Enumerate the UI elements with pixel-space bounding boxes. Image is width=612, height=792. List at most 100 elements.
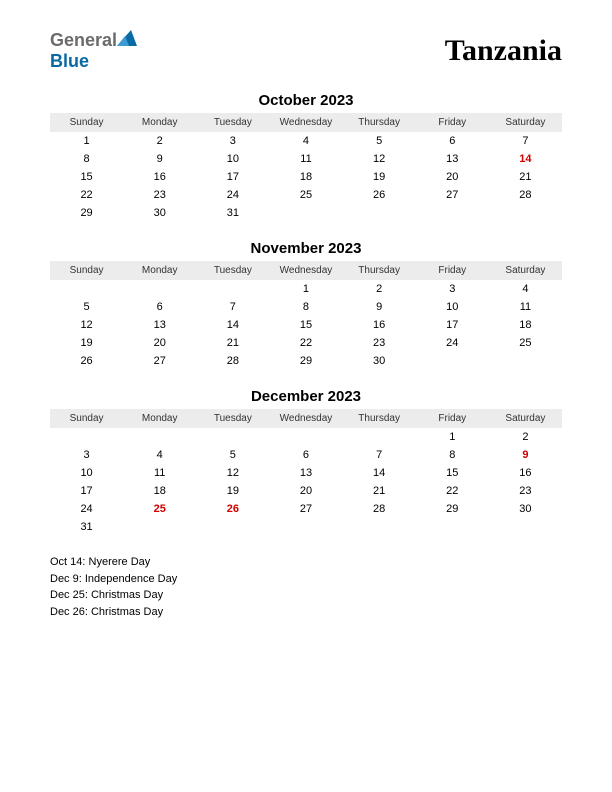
day-cell xyxy=(196,280,269,298)
month-title: October 2023 xyxy=(50,92,562,109)
holidays-list: Oct 14: Nyerere DayDec 9: Independence D… xyxy=(50,554,562,620)
day-cell: 15 xyxy=(50,168,123,186)
day-cell: 3 xyxy=(50,446,123,464)
day-header: Wednesday xyxy=(269,409,342,428)
day-cell xyxy=(416,518,489,536)
day-cell: 15 xyxy=(416,464,489,482)
table-row: 22232425262728 xyxy=(50,186,562,204)
logo: GeneralBlue xyxy=(50,30,137,72)
day-cell: 1 xyxy=(416,428,489,446)
day-cell: 10 xyxy=(196,150,269,168)
day-cell: 24 xyxy=(416,334,489,352)
day-cell xyxy=(196,518,269,536)
day-header: Monday xyxy=(123,409,196,428)
day-cell: 9 xyxy=(123,150,196,168)
logo-text: GeneralBlue xyxy=(50,30,137,72)
day-cell: 17 xyxy=(416,316,489,334)
day-cell: 30 xyxy=(489,500,562,518)
day-cell: 13 xyxy=(269,464,342,482)
day-cell: 11 xyxy=(269,150,342,168)
day-cell xyxy=(343,204,416,222)
table-row: 293031 xyxy=(50,204,562,222)
logo-general: General xyxy=(50,30,117,50)
holiday-entry: Dec 9: Independence Day xyxy=(50,571,562,588)
day-cell: 10 xyxy=(416,298,489,316)
month-title: December 2023 xyxy=(50,388,562,405)
day-cell xyxy=(269,518,342,536)
day-cell: 8 xyxy=(416,446,489,464)
calendar-table: SundayMondayTuesdayWednesdayThursdayFrid… xyxy=(50,409,562,536)
day-cell: 29 xyxy=(269,352,342,370)
day-cell: 27 xyxy=(416,186,489,204)
day-cell: 16 xyxy=(343,316,416,334)
day-cell: 2 xyxy=(343,280,416,298)
day-cell: 20 xyxy=(269,482,342,500)
day-cell: 11 xyxy=(489,298,562,316)
day-cell: 29 xyxy=(416,500,489,518)
page-header: GeneralBlue Tanzania xyxy=(50,30,562,72)
day-cell: 2 xyxy=(489,428,562,446)
day-cell: 29 xyxy=(50,204,123,222)
day-header: Wednesday xyxy=(269,261,342,280)
table-row: 12131415161718 xyxy=(50,316,562,334)
day-cell: 7 xyxy=(343,446,416,464)
day-cell: 24 xyxy=(50,500,123,518)
day-cell: 31 xyxy=(196,204,269,222)
day-cell: 13 xyxy=(123,316,196,334)
day-cell: 26 xyxy=(343,186,416,204)
day-header: Saturday xyxy=(489,261,562,280)
table-row: 19202122232425 xyxy=(50,334,562,352)
day-header: Saturday xyxy=(489,113,562,132)
day-cell: 7 xyxy=(196,298,269,316)
day-header: Thursday xyxy=(343,409,416,428)
day-cell: 4 xyxy=(489,280,562,298)
day-cell: 26 xyxy=(50,352,123,370)
day-cell: 4 xyxy=(123,446,196,464)
country-title: Tanzania xyxy=(445,34,562,68)
day-cell: 19 xyxy=(50,334,123,352)
day-cell: 31 xyxy=(50,518,123,536)
day-cell: 25 xyxy=(269,186,342,204)
day-cell: 12 xyxy=(343,150,416,168)
day-cell: 12 xyxy=(196,464,269,482)
day-cell: 7 xyxy=(489,132,562,150)
day-cell: 12 xyxy=(50,316,123,334)
day-cell xyxy=(489,518,562,536)
day-cell: 21 xyxy=(489,168,562,186)
day-cell xyxy=(196,428,269,446)
day-header: Friday xyxy=(416,113,489,132)
month-title: November 2023 xyxy=(50,240,562,257)
day-cell xyxy=(343,518,416,536)
table-row: 567891011 xyxy=(50,298,562,316)
day-header: Thursday xyxy=(343,113,416,132)
day-cell: 22 xyxy=(416,482,489,500)
holiday-entry: Dec 25: Christmas Day xyxy=(50,587,562,604)
day-cell: 18 xyxy=(489,316,562,334)
day-cell: 24 xyxy=(196,186,269,204)
logo-blue: Blue xyxy=(50,51,89,71)
day-cell: 11 xyxy=(123,464,196,482)
day-cell xyxy=(269,428,342,446)
day-header: Saturday xyxy=(489,409,562,428)
day-cell: 20 xyxy=(416,168,489,186)
month-block: December 2023 SundayMondayTuesdayWednesda… xyxy=(50,388,562,536)
day-cell: 5 xyxy=(343,132,416,150)
day-cell: 21 xyxy=(343,482,416,500)
day-cell: 19 xyxy=(196,482,269,500)
day-cell: 13 xyxy=(416,150,489,168)
day-cell: 18 xyxy=(123,482,196,500)
table-row: 12 xyxy=(50,428,562,446)
day-header: Thursday xyxy=(343,261,416,280)
day-cell: 2 xyxy=(123,132,196,150)
day-cell: 28 xyxy=(196,352,269,370)
day-header: Tuesday xyxy=(196,261,269,280)
day-header: Sunday xyxy=(50,409,123,428)
day-header: Tuesday xyxy=(196,409,269,428)
table-row: 10111213141516 xyxy=(50,464,562,482)
day-cell xyxy=(123,428,196,446)
day-cell: 28 xyxy=(489,186,562,204)
day-cell xyxy=(416,352,489,370)
day-cell xyxy=(123,518,196,536)
day-cell: 1 xyxy=(50,132,123,150)
day-header: Monday xyxy=(123,261,196,280)
